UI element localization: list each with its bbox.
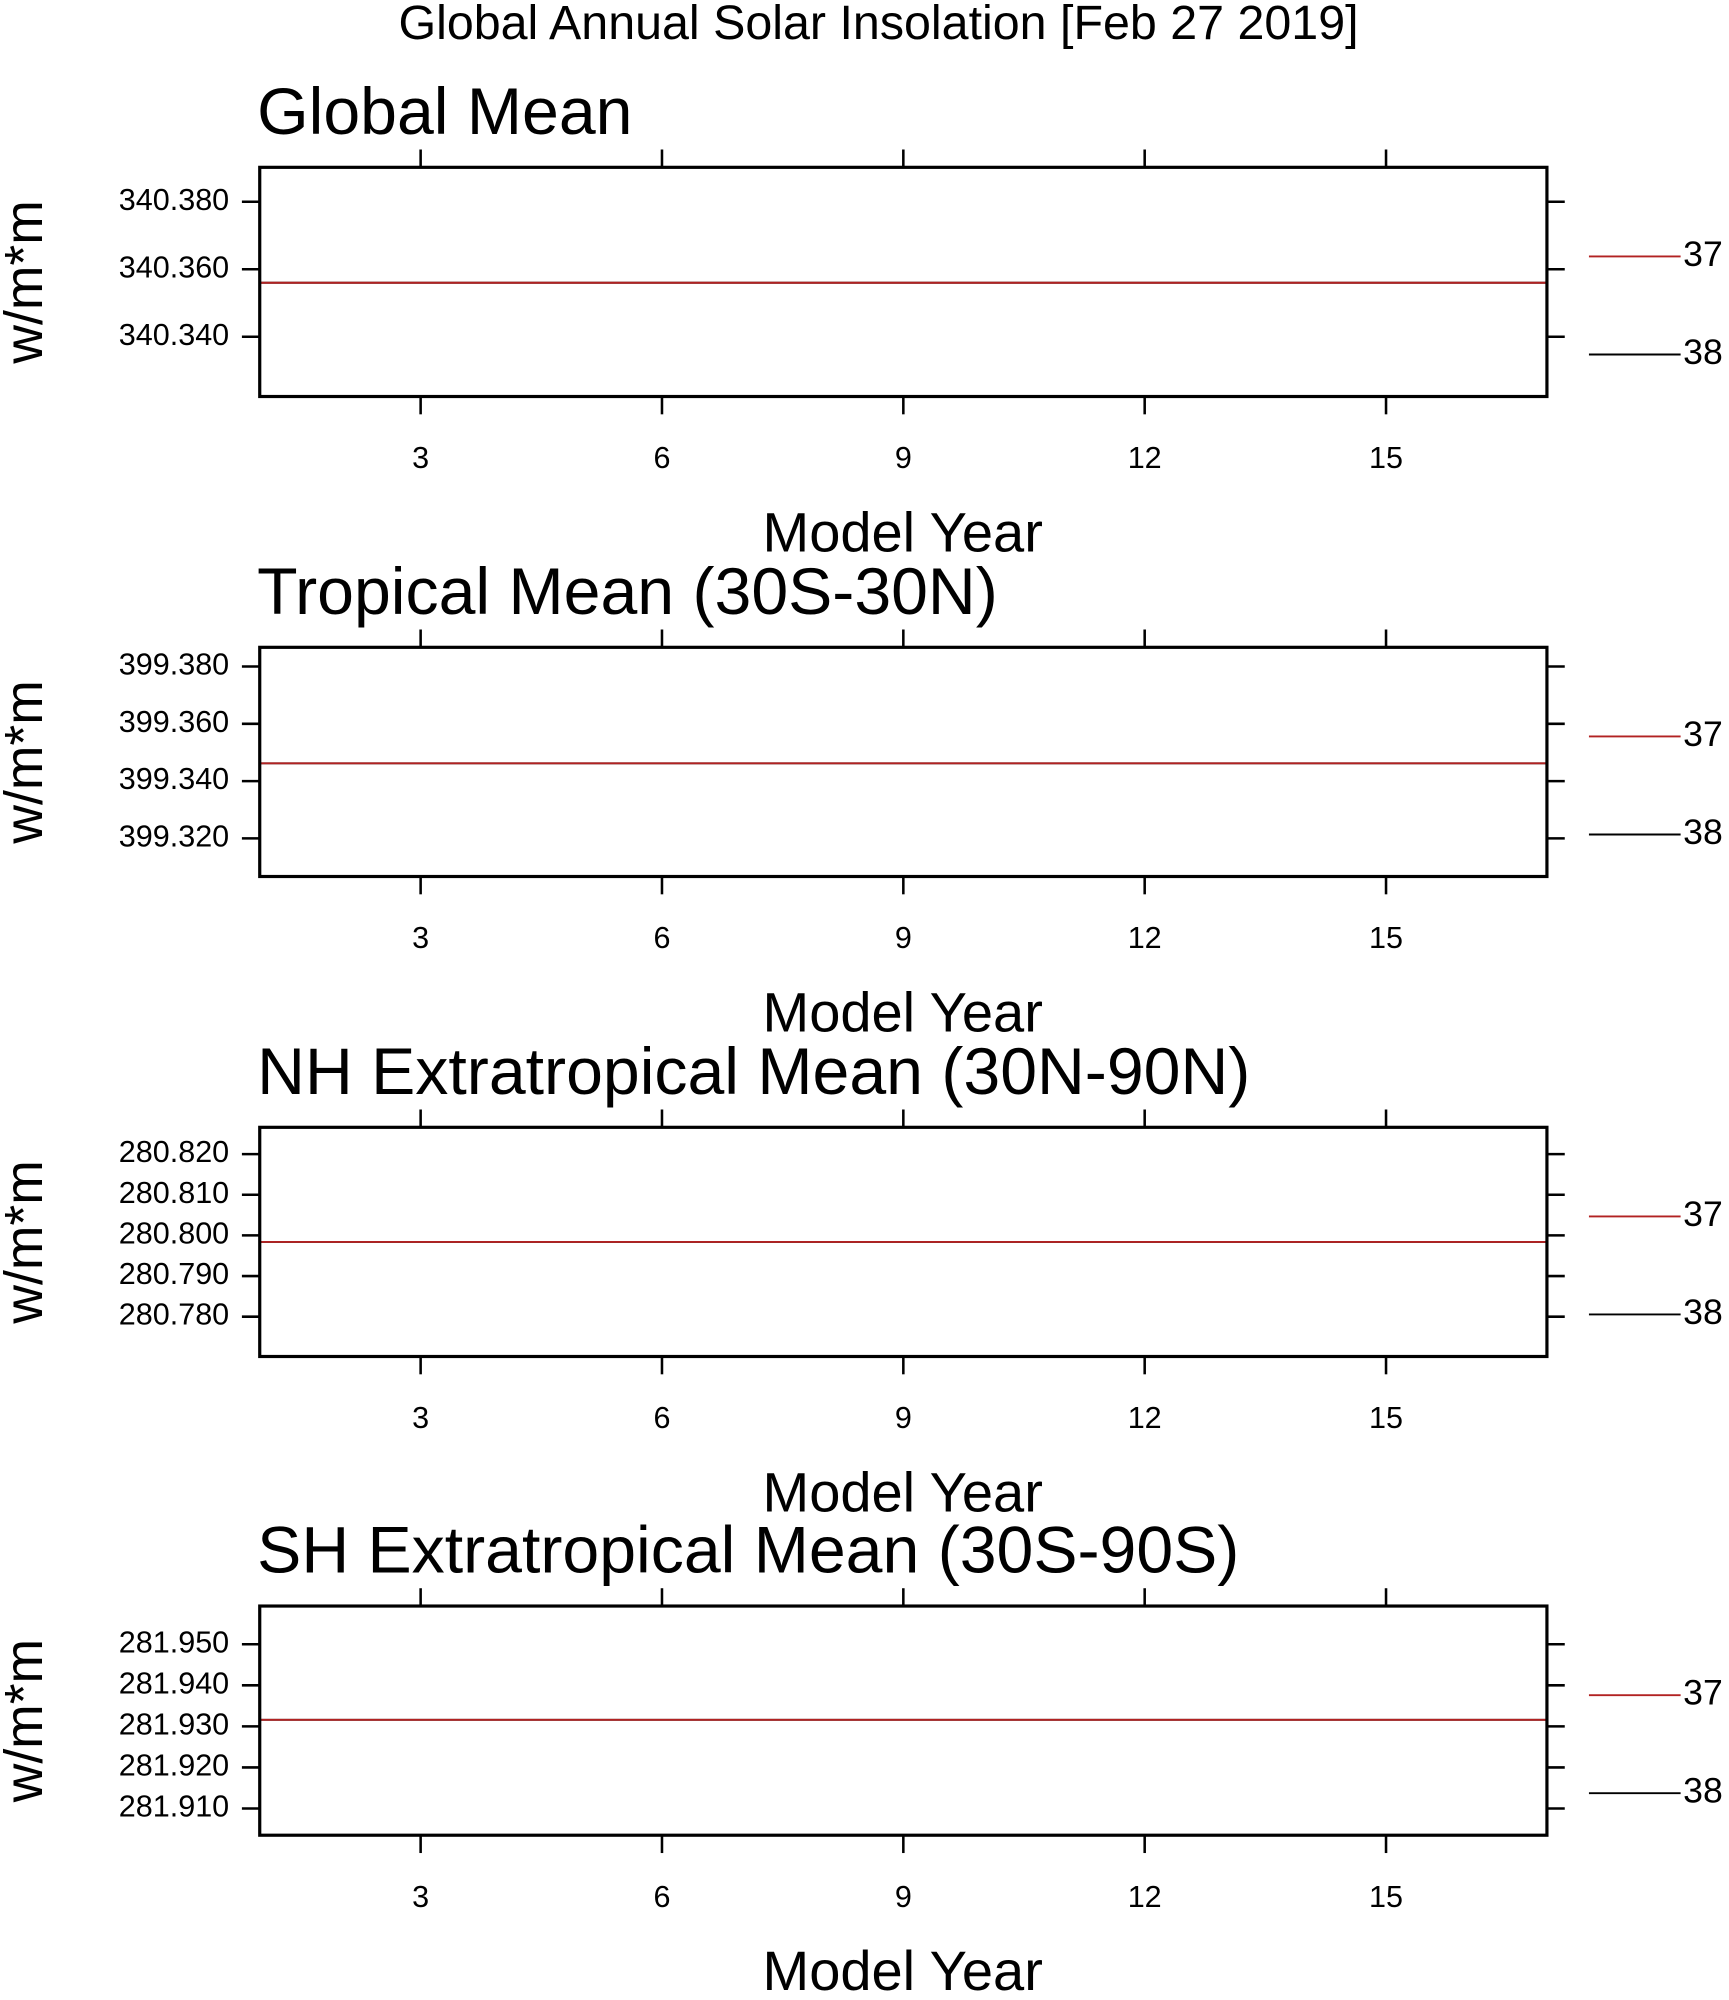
chart-title: SH Extratropical Mean (30S-90S) <box>257 1514 1239 1588</box>
x-tick-label: 15 <box>1369 441 1403 475</box>
x-tick-label: 3 <box>412 441 429 475</box>
x-axis-label: Model Year <box>763 1460 1043 1523</box>
y-tick-label: 280.780 <box>119 1298 229 1332</box>
y-axis-label: w/m*m <box>0 1639 54 1803</box>
x-tick-label: 9 <box>895 921 912 955</box>
legend-label: 38 <box>1683 812 1723 852</box>
legend-label: 38 <box>1683 1292 1723 1332</box>
x-tick-label: 6 <box>653 441 670 475</box>
x-tick-label: 6 <box>653 1401 670 1435</box>
y-tick-label: 281.940 <box>119 1666 229 1700</box>
x-tick-label: 9 <box>895 441 912 475</box>
x-tick-label: 12 <box>1128 1401 1162 1435</box>
y-tick-label: 399.360 <box>119 705 229 739</box>
y-tick-label: 280.820 <box>119 1135 229 1169</box>
plot-frame <box>258 1125 1549 1359</box>
legend-label: 38 <box>1683 1771 1723 1811</box>
x-tick-label: 6 <box>653 921 670 955</box>
chart-title: Global Mean <box>257 75 632 149</box>
x-tick-label: 3 <box>412 921 429 955</box>
x-tick-label: 12 <box>1128 1880 1162 1914</box>
y-tick-label: 340.340 <box>119 318 229 352</box>
x-axis-label: Model Year <box>763 1939 1043 2000</box>
x-tick-label: 15 <box>1369 921 1403 955</box>
plot-frame <box>258 165 1549 399</box>
chart-title: Tropical Mean (30S-30N) <box>257 555 998 629</box>
y-tick-label: 281.910 <box>119 1790 229 1824</box>
legend-label: 37 <box>1683 1194 1723 1234</box>
y-tick-label: 280.810 <box>119 1176 229 1210</box>
y-axis-label: w/m*m <box>0 680 54 844</box>
y-tick-label: 281.920 <box>119 1749 229 1783</box>
x-tick-label: 12 <box>1128 921 1162 955</box>
x-tick-label: 9 <box>895 1880 912 1914</box>
plot-frame <box>258 1604 1549 1837</box>
legend-label: 38 <box>1683 332 1723 372</box>
figure-title: Global Annual Solar Insolation [Feb 27 2… <box>398 0 1358 50</box>
plot-frame <box>258 645 1549 879</box>
x-axis-label: Model Year <box>763 500 1043 563</box>
x-tick-label: 6 <box>653 1880 670 1914</box>
y-axis-label: w/m*m <box>0 200 54 364</box>
y-tick-label: 281.930 <box>119 1707 229 1741</box>
legend-label: 37 <box>1683 1673 1723 1713</box>
x-tick-label: 12 <box>1128 441 1162 475</box>
y-tick-label: 399.380 <box>119 648 229 682</box>
legend-label: 37 <box>1683 234 1723 274</box>
y-tick-label: 340.360 <box>119 250 229 284</box>
y-tick-label: 280.790 <box>119 1257 229 1291</box>
x-axis-label: Model Year <box>763 980 1043 1043</box>
y-tick-label: 340.380 <box>119 183 229 217</box>
chart-title: NH Extratropical Mean (30N-90N) <box>257 1035 1250 1109</box>
x-tick-label: 3 <box>412 1401 429 1435</box>
x-tick-label: 9 <box>895 1401 912 1435</box>
y-tick-label: 399.340 <box>119 762 229 796</box>
x-tick-label: 15 <box>1369 1401 1403 1435</box>
y-tick-label: 281.950 <box>119 1625 229 1659</box>
x-tick-label: 3 <box>412 1880 429 1914</box>
y-axis-label: w/m*m <box>0 1160 54 1324</box>
legend-label: 37 <box>1683 714 1723 754</box>
y-tick-label: 280.800 <box>119 1216 229 1250</box>
x-tick-label: 15 <box>1369 1880 1403 1914</box>
y-tick-label: 399.320 <box>119 819 229 853</box>
